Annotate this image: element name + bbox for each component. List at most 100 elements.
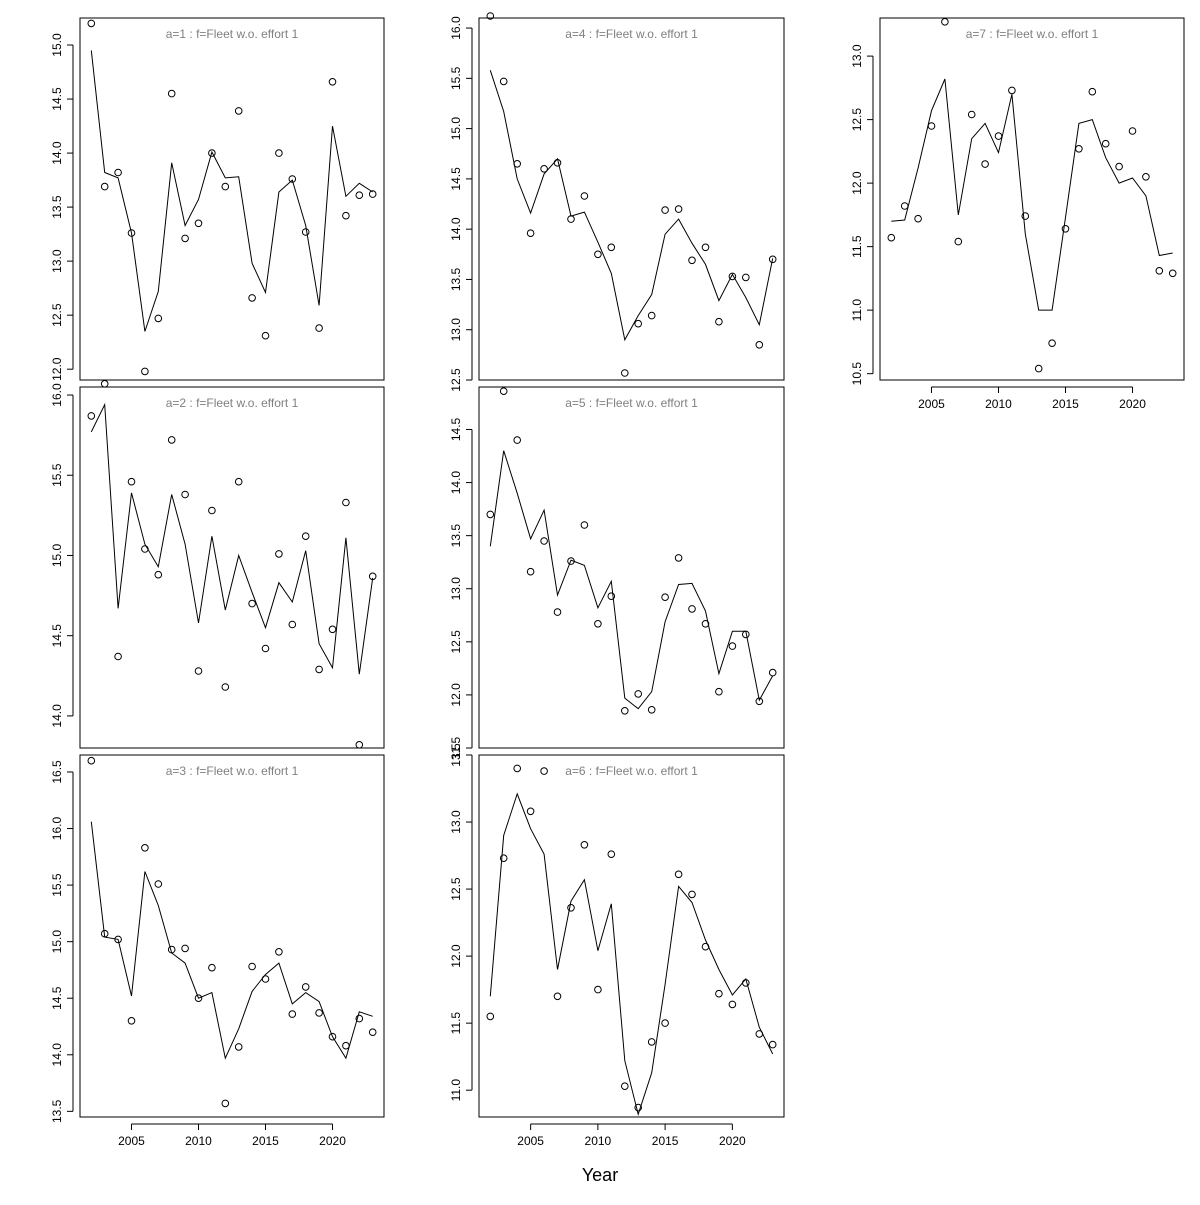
observed-point xyxy=(499,387,508,396)
observed-point xyxy=(728,272,737,281)
observed-point xyxy=(355,191,364,199)
observed-point xyxy=(941,18,949,26)
observed-point xyxy=(328,78,337,86)
observed-point xyxy=(167,945,176,954)
observed-point xyxy=(288,620,297,629)
observed-point xyxy=(328,1032,337,1041)
observed-point xyxy=(661,206,669,214)
panel-frame xyxy=(79,17,385,381)
observed-point xyxy=(486,12,495,20)
observed-point xyxy=(634,319,643,328)
observed-point xyxy=(1048,339,1056,348)
fitted-line xyxy=(891,78,1173,311)
y-tick-label: 15.0 xyxy=(50,930,64,954)
observed-point xyxy=(114,935,122,944)
observed-point xyxy=(567,557,575,565)
observed-point xyxy=(315,665,323,674)
observed-point xyxy=(1128,127,1137,135)
y-axis: 11.0 11.5 12.0 12.5 13.0 13.5 xyxy=(449,743,473,1101)
y-tick-label: 13.0 xyxy=(449,318,463,342)
observed-point xyxy=(275,550,283,558)
x-axis: 2005 2010 2015 2020 xyxy=(517,1123,746,1148)
y-axis: 14.0 14.5 15.0 15.5 16.0 xyxy=(50,383,74,728)
observed-point xyxy=(674,205,683,213)
y-tick-label: 14.0 xyxy=(50,1043,64,1067)
observed-point xyxy=(526,567,535,576)
x-tick-label: 2005 xyxy=(517,1134,544,1148)
fitted-line xyxy=(90,402,374,675)
panel-frame xyxy=(79,386,385,749)
y-tick-label: 15.5 xyxy=(50,463,64,487)
observed-point xyxy=(621,1082,629,1090)
y-tick-label: 12.5 xyxy=(50,303,64,327)
y-tick-label: 13.0 xyxy=(449,577,463,601)
panel-frame xyxy=(79,754,385,1118)
observed-point xyxy=(715,317,723,326)
observed-point xyxy=(288,175,297,183)
observed-point xyxy=(87,756,96,765)
observed-point xyxy=(900,202,909,210)
y-tick-label: 15.0 xyxy=(449,117,463,141)
observed-point xyxy=(1155,267,1164,275)
x-axis: 2005 2010 2015 2020 xyxy=(118,1123,346,1148)
observed-point xyxy=(248,962,256,971)
observed-point xyxy=(768,668,777,677)
observed-point xyxy=(208,506,216,515)
y-tick-label: 14.0 xyxy=(50,704,64,728)
observed-point xyxy=(755,341,764,349)
observed-point xyxy=(1061,225,1070,233)
y-tick-label: 13.5 xyxy=(449,743,463,767)
observed-point xyxy=(355,741,364,749)
x-tick-label: 2010 xyxy=(985,397,1012,411)
observed-point xyxy=(981,160,989,168)
observed-point xyxy=(661,593,669,602)
y-tick-label: 12.5 xyxy=(449,368,463,392)
x-tick-label: 2005 xyxy=(118,1134,145,1148)
x-tick-label: 2015 xyxy=(1052,397,1079,411)
observed-point xyxy=(342,211,350,220)
observed-point xyxy=(567,904,575,912)
x-axis: 2005 2010 2015 2020 xyxy=(918,386,1146,411)
y-tick-label: 11.0 xyxy=(850,299,864,322)
observed-point xyxy=(688,605,696,613)
panel-title: a=6 : f=Fleet w.o. effort 1 xyxy=(565,764,698,778)
y-tick-label: 14.5 xyxy=(50,986,64,1010)
fitted-line xyxy=(489,70,774,342)
y-tick-label: 15.5 xyxy=(449,66,463,90)
observed-point xyxy=(1142,173,1150,181)
fitted-line xyxy=(90,50,373,332)
fitted-line xyxy=(489,450,774,710)
observed-point xyxy=(647,706,656,714)
y-tick-label: 12.0 xyxy=(449,683,463,707)
observed-point xyxy=(994,132,1003,140)
observed-point xyxy=(715,687,723,696)
observed-point xyxy=(154,570,163,579)
observed-point xyxy=(1021,212,1030,220)
panel-a5: a=5 : f=Fleet w.o. effort 111.512.012.51… xyxy=(449,386,785,759)
observed-point xyxy=(127,477,136,486)
observed-point xyxy=(342,1041,350,1050)
observed-point xyxy=(328,625,337,634)
panel-a3: a=3 : f=Fleet w.o. effort 113.514.014.51… xyxy=(50,754,385,1148)
observed-point xyxy=(100,182,109,191)
y-tick-label: 11.5 xyxy=(449,736,463,759)
observed-point xyxy=(315,324,323,332)
observed-point xyxy=(181,490,189,499)
panel-a7: a=7 : f=Fleet w.o. effort 110.511.011.51… xyxy=(850,17,1185,411)
observed-point xyxy=(100,380,109,388)
observed-point xyxy=(688,256,696,265)
observed-point xyxy=(742,273,750,282)
panel-title: a=1 : f=Fleet w.o. effort 1 xyxy=(166,27,299,41)
y-tick-label: 16.0 xyxy=(50,383,64,407)
y-tick-label: 11.5 xyxy=(449,1012,463,1035)
x-tick-label: 2010 xyxy=(185,1134,212,1148)
y-tick-label: 13.5 xyxy=(449,267,463,291)
observed-point xyxy=(688,890,696,899)
observed-point xyxy=(181,944,189,953)
observed-point xyxy=(553,159,562,167)
observed-point xyxy=(887,233,896,242)
observed-point xyxy=(914,214,922,223)
panel-frame xyxy=(879,17,1185,381)
observed-point xyxy=(275,948,283,956)
observed-point xyxy=(607,592,616,601)
